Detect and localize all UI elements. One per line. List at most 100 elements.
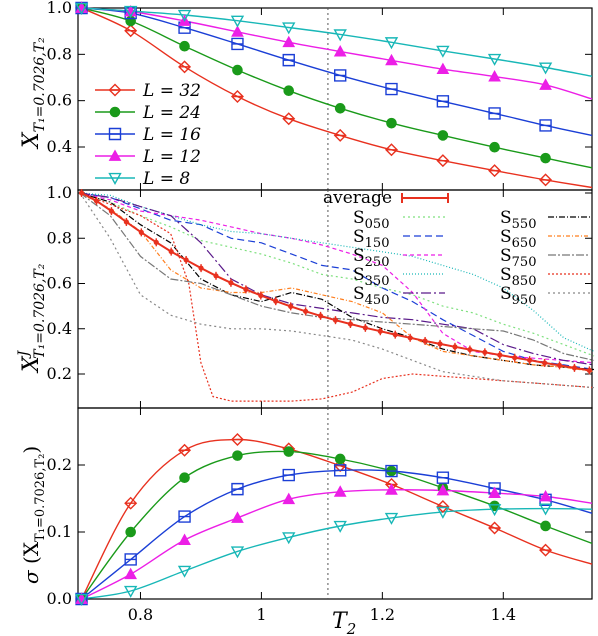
legend-label: S550: [500, 208, 536, 232]
data-point: [538, 503, 553, 516]
average-point: [392, 332, 398, 338]
data-point: [488, 164, 502, 178]
data-point: [283, 446, 295, 457]
data-point: [384, 512, 399, 525]
data-point: [436, 154, 450, 168]
legend-label: L = 16: [142, 125, 201, 145]
legend-label: S950: [500, 284, 536, 308]
sample-line-950: [79, 192, 595, 389]
data-point: [282, 532, 296, 545]
data-point: [231, 511, 244, 523]
average-point: [303, 308, 309, 314]
data-point: [488, 70, 501, 82]
data-point: [384, 37, 399, 50]
ytick-label: 0.1: [47, 522, 72, 541]
data-point: [540, 152, 551, 164]
bottom-ylabel-pre: (X: [19, 541, 43, 570]
average-point: [138, 229, 144, 235]
data-point: [179, 472, 190, 484]
xtick-label: 1.4: [491, 605, 516, 624]
data-point: [231, 25, 244, 37]
data-point: [177, 565, 192, 578]
bottom-ylabel: σ (XT₁=0.7026,T₂): [19, 446, 48, 584]
bottom-panel-frame: [77, 407, 593, 600]
data-point: [178, 510, 191, 523]
average-point: [497, 352, 503, 358]
data-point: [282, 22, 296, 35]
legend-label: S150: [353, 227, 389, 251]
average-point: [556, 362, 563, 369]
data-point: [384, 143, 398, 157]
legend-label: L = 24: [142, 103, 201, 123]
data-point: [385, 464, 398, 478]
data-point: [74, 593, 89, 606]
average-point: [108, 208, 115, 214]
data-point: [436, 500, 450, 514]
legend-label: S450: [353, 284, 389, 308]
legend-marker: [108, 83, 122, 97]
average-point: [153, 239, 159, 245]
data-point: [333, 128, 347, 142]
ytick-label: 1.0: [47, 0, 72, 17]
average-point: [258, 292, 264, 299]
average-point: [347, 321, 354, 327]
legend-marker: [108, 172, 122, 185]
data-point: [282, 468, 295, 482]
average-point: [512, 355, 518, 361]
data-point: [178, 60, 192, 74]
data-point: [488, 486, 501, 499]
average-point: [198, 265, 204, 271]
data-point: [540, 520, 551, 532]
data-point: [489, 141, 500, 153]
legend-marker: [108, 149, 122, 161]
ytick-label: 0.0: [47, 589, 72, 608]
data-point: [436, 45, 450, 58]
data-point: [334, 453, 346, 465]
average-point: [332, 317, 339, 323]
data-point: [230, 90, 244, 103]
bottom-panel: 0.2 0.1 0.0 0.8 1 1.2 1.4 σ (XT₁=0.7026,T₂) T2: [19, 407, 593, 636]
series-line-5: [81, 7, 593, 77]
ytick-label: 1.0: [47, 183, 72, 202]
data-point: [333, 520, 347, 533]
sample-line-650: [79, 192, 595, 373]
average-point: [452, 344, 458, 350]
data-point: [334, 103, 346, 114]
sample-line-150: [79, 192, 595, 371]
legend-label: S750: [500, 246, 536, 270]
data-point: [385, 82, 398, 96]
average-point: [78, 190, 85, 196]
average-point: [183, 257, 189, 263]
data-point: [488, 107, 501, 120]
data-point: [178, 533, 191, 545]
data-point: [538, 62, 553, 75]
data-point: [231, 37, 244, 51]
data-point: [539, 489, 552, 502]
data-point: [436, 506, 450, 519]
average-point: [482, 349, 488, 355]
data-point: [333, 459, 347, 473]
average-point: [123, 219, 129, 225]
legend-label: L = 32: [142, 81, 201, 101]
average-point: [377, 328, 383, 334]
data-point: [333, 45, 347, 57]
data-point: [436, 471, 450, 484]
average-point: [213, 273, 219, 279]
data-point: [386, 117, 397, 129]
ytick-label: 0.6: [47, 274, 72, 293]
data-point: [334, 69, 347, 82]
data-point: [539, 78, 552, 90]
average-point: [228, 280, 234, 286]
legend-marker: [108, 127, 122, 141]
average-point: [586, 367, 593, 373]
average-point: [288, 303, 294, 309]
average-point: [571, 365, 578, 371]
xtick-label: 0.8: [128, 605, 153, 624]
data-point: [436, 95, 450, 108]
data-point: [282, 492, 296, 505]
sigma-line-1: [80, 438, 593, 600]
data-point: [124, 553, 137, 566]
data-point: [123, 585, 138, 598]
data-point: [333, 29, 347, 42]
